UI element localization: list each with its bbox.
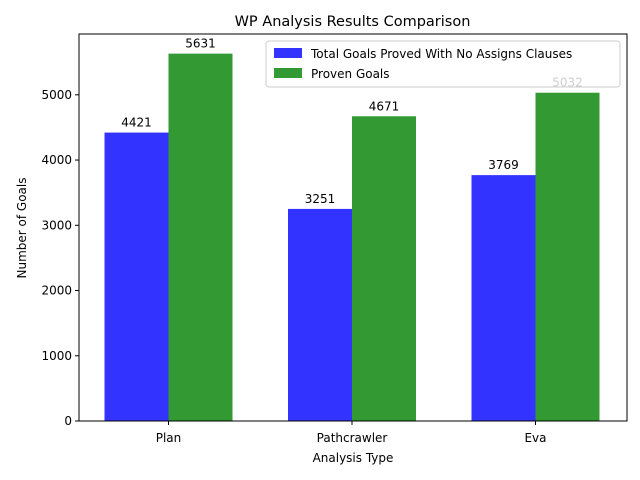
bar [535, 92, 600, 421]
y-tick-label: 1000 [41, 349, 72, 363]
y-tick-label: 2000 [41, 284, 72, 298]
bar-value-label: 3251 [305, 192, 336, 206]
plot-area: 442156313251467137695032 [104, 37, 600, 422]
y-axis-label: Number of Goals [15, 178, 29, 279]
bar [104, 132, 169, 421]
plot-frame [78, 33, 628, 422]
y-tick-label: 5000 [41, 88, 72, 102]
x-tick-label: Eva [524, 431, 546, 445]
y-tick-label: 4000 [41, 153, 72, 167]
bar-value-label: 4671 [369, 99, 400, 113]
y-tick-label: 0 [64, 414, 72, 428]
x-tick-label: Pathcrawler [317, 431, 388, 445]
x-axis-label: Analysis Type [313, 451, 394, 465]
x-axis: Plan Pathcrawler Eva [156, 421, 547, 445]
bar [168, 53, 233, 421]
legend-swatch [274, 48, 302, 58]
legend-swatch [274, 68, 302, 78]
bar-value-label: 4421 [121, 116, 152, 130]
bar [471, 175, 536, 421]
legend-frame [265, 40, 621, 88]
y-axis: 0 1000 2000 3000 4000 5000 [41, 88, 79, 428]
legend: Total Goals Proved With No Assigns Claus… [265, 40, 621, 88]
bar [352, 116, 416, 422]
legend-label: Proven Goals [311, 67, 390, 81]
bar-value-label: 5631 [185, 37, 216, 51]
bar [288, 208, 352, 421]
y-tick-label: 3000 [41, 218, 72, 232]
x-tick-label: Plan [156, 431, 182, 445]
legend-label: Total Goals Proved With No Assigns Claus… [310, 47, 572, 61]
chart-title: WP Analysis Results Comparison [235, 14, 471, 30]
bar-value-label: 3769 [488, 158, 519, 172]
